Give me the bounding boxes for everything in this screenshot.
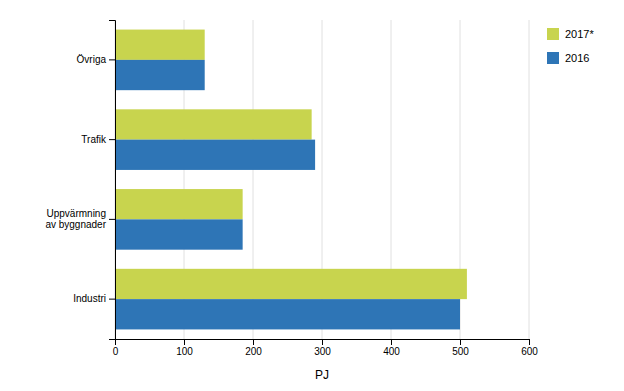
bar — [115, 269, 467, 299]
y-tick: Industri — [73, 293, 115, 304]
grid-line — [529, 20, 530, 339]
y-tick-mark — [109, 219, 115, 220]
chart: 0 100 200 300 400 500 600 Industri Uppvärmningav… — [0, 0, 624, 391]
x-tick-label: 100 — [176, 346, 193, 357]
y-tick-mark — [109, 139, 115, 140]
x-tick-mark — [460, 339, 461, 345]
bar — [115, 189, 243, 219]
y-tick-label: Trafik — [81, 134, 107, 145]
y-tick: Uppvärmningav byggnader — [45, 208, 115, 231]
x-tick-mark — [529, 339, 530, 345]
y-axis-line — [109, 21, 116, 340]
y-tick-mark — [109, 59, 115, 60]
y-tick: Trafik — [81, 134, 115, 145]
x-tick-label: 600 — [521, 346, 538, 357]
x-tick: 200 — [245, 339, 262, 357]
y-tick: Övriga — [77, 54, 115, 65]
bars — [115, 30, 467, 330]
x-tick: 600 — [521, 339, 538, 357]
bar — [115, 109, 312, 139]
x-tick-label: 200 — [245, 346, 262, 357]
x-tick-mark — [184, 339, 185, 345]
y-tick-label: Uppvärmningav byggnader — [45, 208, 106, 231]
bar — [115, 299, 460, 329]
y-tick-mark — [109, 299, 115, 300]
y-axis: Industri Uppvärmningav byggnader Trafik Övr… — [45, 21, 115, 340]
legend-item: 2016 — [547, 52, 589, 64]
x-axis: 0 100 200 300 400 500 600 — [113, 339, 539, 357]
x-tick-mark — [391, 339, 392, 345]
legend-item: 2017* — [547, 28, 594, 40]
x-tick-mark — [322, 339, 323, 345]
x-tick-label: 500 — [452, 346, 469, 357]
legend-swatch — [547, 28, 559, 40]
bar — [115, 60, 205, 90]
x-tick-label: 300 — [314, 346, 331, 357]
x-tick: 400 — [383, 339, 400, 357]
grid — [115, 20, 529, 339]
x-tick-label: 0 — [113, 346, 119, 357]
x-axis-title: PJ — [315, 368, 329, 382]
bar — [115, 30, 205, 60]
x-tick-mark — [253, 339, 254, 345]
y-tick-label: Övriga — [77, 54, 107, 65]
bar — [115, 219, 243, 249]
x-tick-label: 400 — [383, 346, 400, 357]
legend-label: 2016 — [565, 52, 589, 64]
y-tick-label: Industri — [73, 293, 106, 304]
x-axis-line — [116, 340, 530, 346]
x-tick: 0 — [113, 339, 119, 357]
legend: 2017* 2016 — [547, 28, 594, 64]
bar — [115, 140, 315, 170]
plot: 0 100 200 300 400 500 600 Industri Uppvärmningav… — [45, 20, 538, 357]
x-tick: 500 — [452, 339, 469, 357]
legend-label: 2017* — [565, 28, 594, 40]
x-tick: 100 — [176, 339, 193, 357]
x-tick: 300 — [314, 339, 331, 357]
legend-swatch — [547, 52, 559, 64]
